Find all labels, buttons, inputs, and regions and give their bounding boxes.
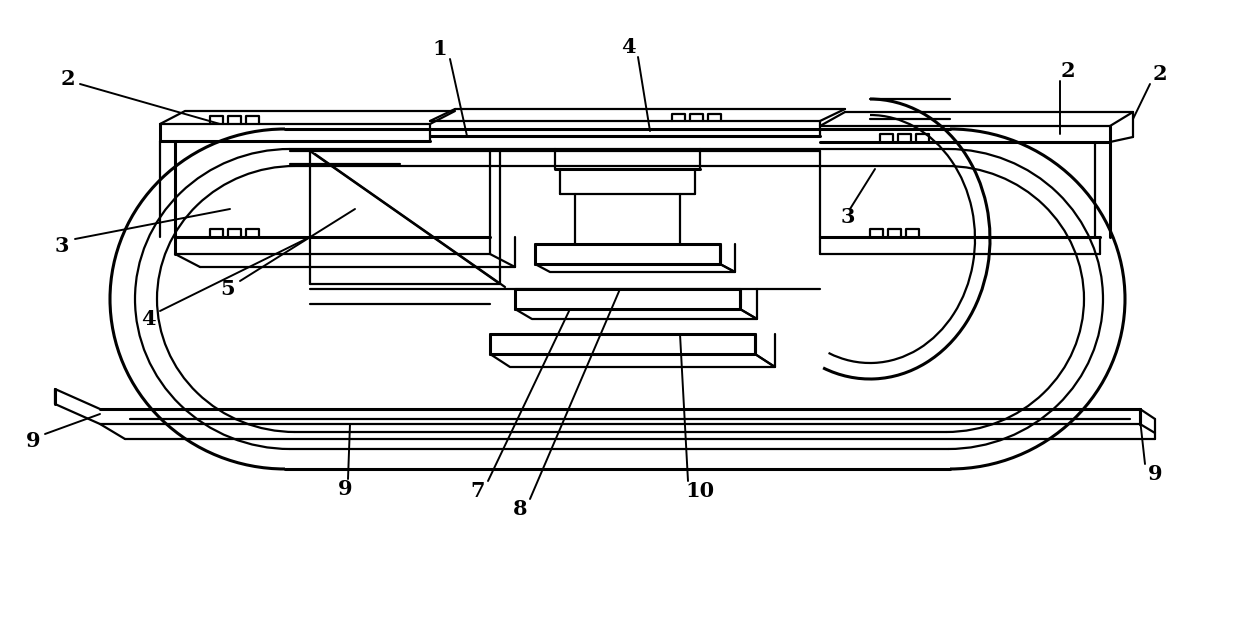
Text: 5: 5 <box>221 279 236 299</box>
Text: 2: 2 <box>1153 64 1167 84</box>
Text: 9: 9 <box>1148 464 1162 484</box>
Text: 9: 9 <box>26 431 41 451</box>
Text: 4: 4 <box>140 309 155 329</box>
Text: 4: 4 <box>621 37 635 57</box>
Text: 3: 3 <box>55 236 69 256</box>
Text: 10: 10 <box>686 481 714 501</box>
Text: 9: 9 <box>337 479 352 499</box>
Text: 2: 2 <box>61 69 76 89</box>
Text: 2: 2 <box>1060 61 1075 81</box>
Text: 3: 3 <box>841 207 856 227</box>
Text: 7: 7 <box>471 481 485 501</box>
Text: 8: 8 <box>513 499 527 519</box>
Text: 1: 1 <box>433 39 448 59</box>
